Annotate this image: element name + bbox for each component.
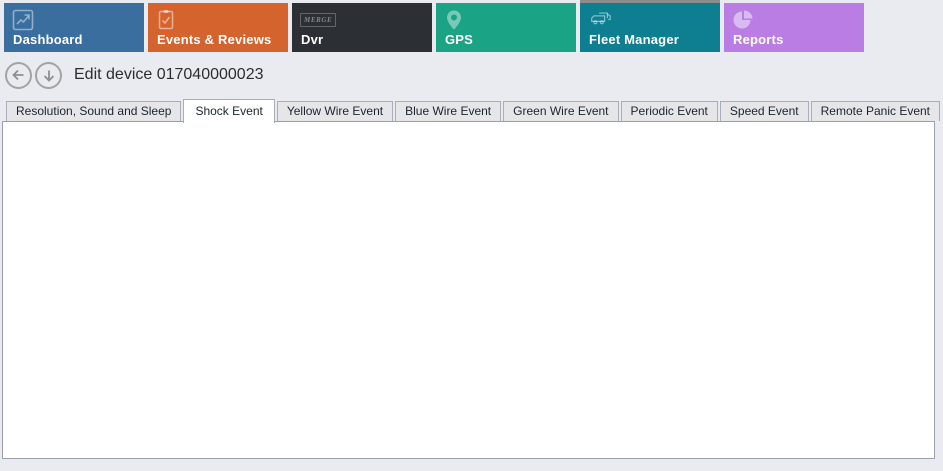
move-down-button[interactable] (35, 61, 62, 89)
arrow-left-icon (11, 69, 23, 81)
tab-resolution-sound-sleep[interactable]: Resolution, Sound and Sleep (6, 101, 182, 121)
tab-remote-panic-event[interactable]: Remote Panic Event (810, 101, 940, 121)
trucks-icon (588, 9, 612, 31)
merge-logo: MERGE (300, 9, 337, 31)
nav-tile-dvr[interactable]: MERGE Dvr (292, 3, 432, 52)
merge-logo-text: MERGE (300, 13, 337, 27)
tab-periodic-event[interactable]: Periodic Event (620, 101, 718, 121)
page-title: Edit device 017040000023 (74, 66, 264, 83)
device-settings-tabs: Resolution, Sound and Sleep Shock Event … (6, 99, 942, 123)
nav-tile-fleet-manager[interactable]: Fleet Manager (580, 0, 720, 52)
nav-tile-label: Dvr (301, 32, 324, 47)
nav-tile-label: Reports (733, 32, 784, 47)
page-header: Edit device 017040000023 (5, 61, 264, 89)
tab-speed-event[interactable]: Speed Event (719, 101, 809, 121)
arrow-down-icon (43, 70, 54, 82)
tab-green-wire-event[interactable]: Green Wire Event (503, 101, 619, 121)
tab-blue-wire-event[interactable]: Blue Wire Event (395, 101, 502, 121)
nav-tile-label: Dashboard (13, 32, 83, 47)
back-button[interactable] (5, 61, 32, 89)
nav-tile-label: Events & Reviews (157, 32, 272, 47)
tab-shock-event[interactable]: Shock Event (183, 99, 275, 123)
nav-tile-label: GPS (445, 32, 474, 47)
shock-event-panel (2, 121, 935, 459)
map-pin-icon (444, 9, 468, 31)
app-nav-tiles: Dashboard Events & Reviews MERGE Dvr GPS (4, 0, 864, 52)
tab-yellow-wire-event[interactable]: Yellow Wire Event (276, 101, 394, 121)
clipboard-check-icon (156, 9, 180, 31)
nav-tile-gps[interactable]: GPS (436, 3, 576, 52)
nav-tile-dashboard[interactable]: Dashboard (4, 3, 144, 52)
nav-tile-label: Fleet Manager (589, 32, 680, 47)
nav-tile-reports[interactable]: Reports (724, 3, 864, 52)
nav-tile-events-reviews[interactable]: Events & Reviews (148, 3, 288, 52)
trend-chart-icon (12, 9, 36, 31)
pie-chart-icon (732, 9, 756, 31)
